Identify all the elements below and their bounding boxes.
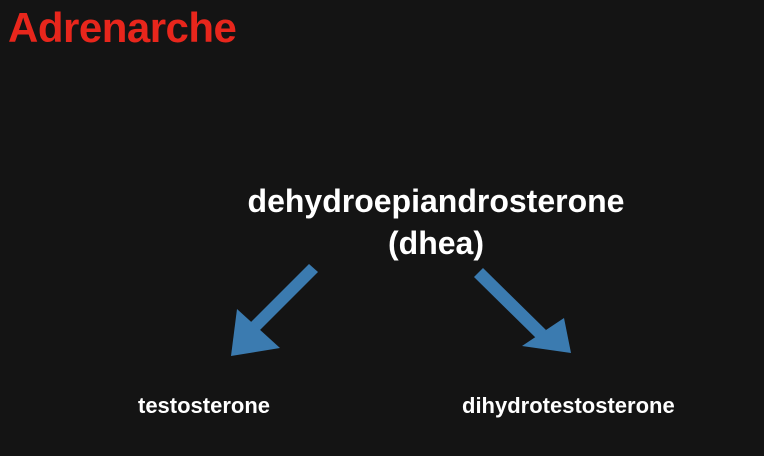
product-dihydrotestosterone: dihydrotestosterone bbox=[462, 393, 675, 418]
arrow-left-shaft bbox=[250, 264, 318, 331]
slide-title: Adrenarche bbox=[8, 4, 237, 51]
product-testosterone: testosterone bbox=[138, 393, 271, 418]
arrow-right-head bbox=[522, 318, 571, 353]
root-term: dehydroepiandrosterone (dhea) bbox=[140, 180, 732, 264]
root-term-abbreviation: (dhea) bbox=[388, 225, 484, 261]
arrow-to-dihydrotestosterone bbox=[474, 268, 571, 353]
arrow-left-head bbox=[231, 309, 280, 356]
root-term-name: dehydroepiandrosterone bbox=[247, 183, 625, 219]
arrow-right-shaft bbox=[474, 268, 546, 339]
arrow-to-testosterone bbox=[231, 264, 318, 356]
